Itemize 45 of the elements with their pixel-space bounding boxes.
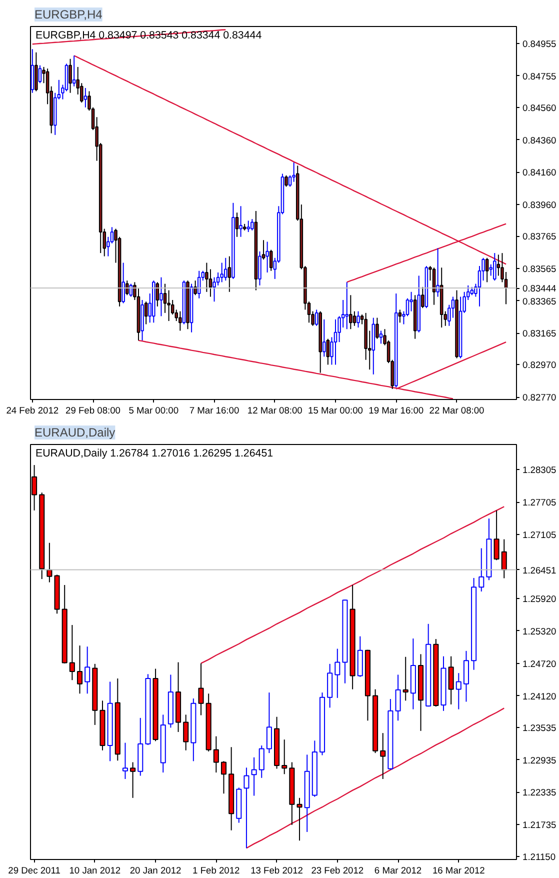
ref-line-label: 1.26451 (522, 565, 556, 576)
y-tick-label: 1.27105 (522, 530, 556, 540)
chart-title: EURAUD,Daily (34, 426, 116, 440)
x-tick-label: 10 Jan 2012 (69, 866, 121, 876)
x-tick-label: 23 Feb 2012 (311, 866, 364, 876)
ref-line-label: 0.83444 (522, 284, 556, 294)
chart-title: EURGBP,H4 (34, 8, 103, 22)
x-tick-label: 6 Mar 2012 (374, 866, 422, 876)
x-tick-label: 13 Feb 2012 (250, 866, 303, 876)
y-tick-label: 0.83765 (522, 232, 556, 242)
y-tick-label: 0.84955 (522, 38, 556, 49)
x-tick-label: 5 Mar 00:00 (128, 406, 179, 416)
x-tick-label: 29 Feb 08:00 (66, 406, 121, 416)
x-tick-label: 29 Dec 2011 (8, 866, 60, 876)
y-tick-label: 0.84560 (522, 102, 556, 113)
y-tick-label: 1.27705 (522, 498, 556, 508)
y-tick-label: 1.28305 (522, 465, 556, 476)
x-tick-label: 16 Mar 2012 (432, 866, 485, 876)
y-tick-label: 1.22335 (522, 788, 556, 798)
chart-subtitle: EURAUD,Daily 1.26784 1.27016 1.26295 1.26451 (36, 448, 274, 460)
x-tick-label: 22 Mar 08:00 (429, 406, 484, 416)
y-tick-label: 0.84360 (522, 135, 556, 146)
y-tick-label: 0.83565 (522, 264, 556, 274)
y-tick-label: 0.84755 (522, 71, 556, 82)
y-tick-label: 1.22935 (522, 755, 556, 766)
y-tick-label: 0.82970 (522, 360, 556, 370)
y-tick-label: 0.84160 (522, 168, 556, 178)
y-tick-label: 1.24720 (522, 658, 556, 669)
y-tick-label: 1.23535 (522, 722, 556, 733)
y-tick-label: 0.83365 (522, 296, 556, 306)
x-tick-label: 19 Mar 16:00 (368, 406, 424, 416)
x-tick-label: 20 Jan 2012 (130, 866, 182, 876)
x-tick-label: 24 Feb 2012 (6, 406, 59, 416)
y-tick-label: 1.25920 (522, 594, 556, 604)
y-tick-label: 1.24120 (522, 691, 556, 702)
y-tick-label: 0.83165 (522, 328, 556, 339)
y-tick-label: 1.21150 (522, 852, 556, 862)
y-tick-label: 1.21735 (522, 820, 556, 830)
y-tick-label: 0.82770 (522, 392, 556, 403)
x-tick-label: 7 Mar 16:00 (189, 406, 240, 416)
x-tick-label: 12 Mar 08:00 (247, 406, 302, 416)
y-tick-label: 1.25320 (522, 626, 556, 636)
x-tick-label: 15 Mar 00:00 (308, 406, 363, 416)
x-tick-label: 1 Feb 2012 (192, 866, 240, 876)
y-tick-label: 0.83960 (522, 200, 556, 210)
